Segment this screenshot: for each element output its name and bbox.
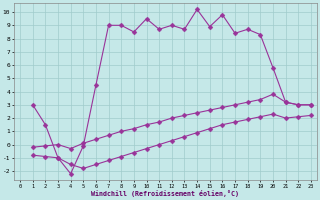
X-axis label: Windchill (Refroidissement éolien,°C): Windchill (Refroidissement éolien,°C) (92, 190, 239, 197)
